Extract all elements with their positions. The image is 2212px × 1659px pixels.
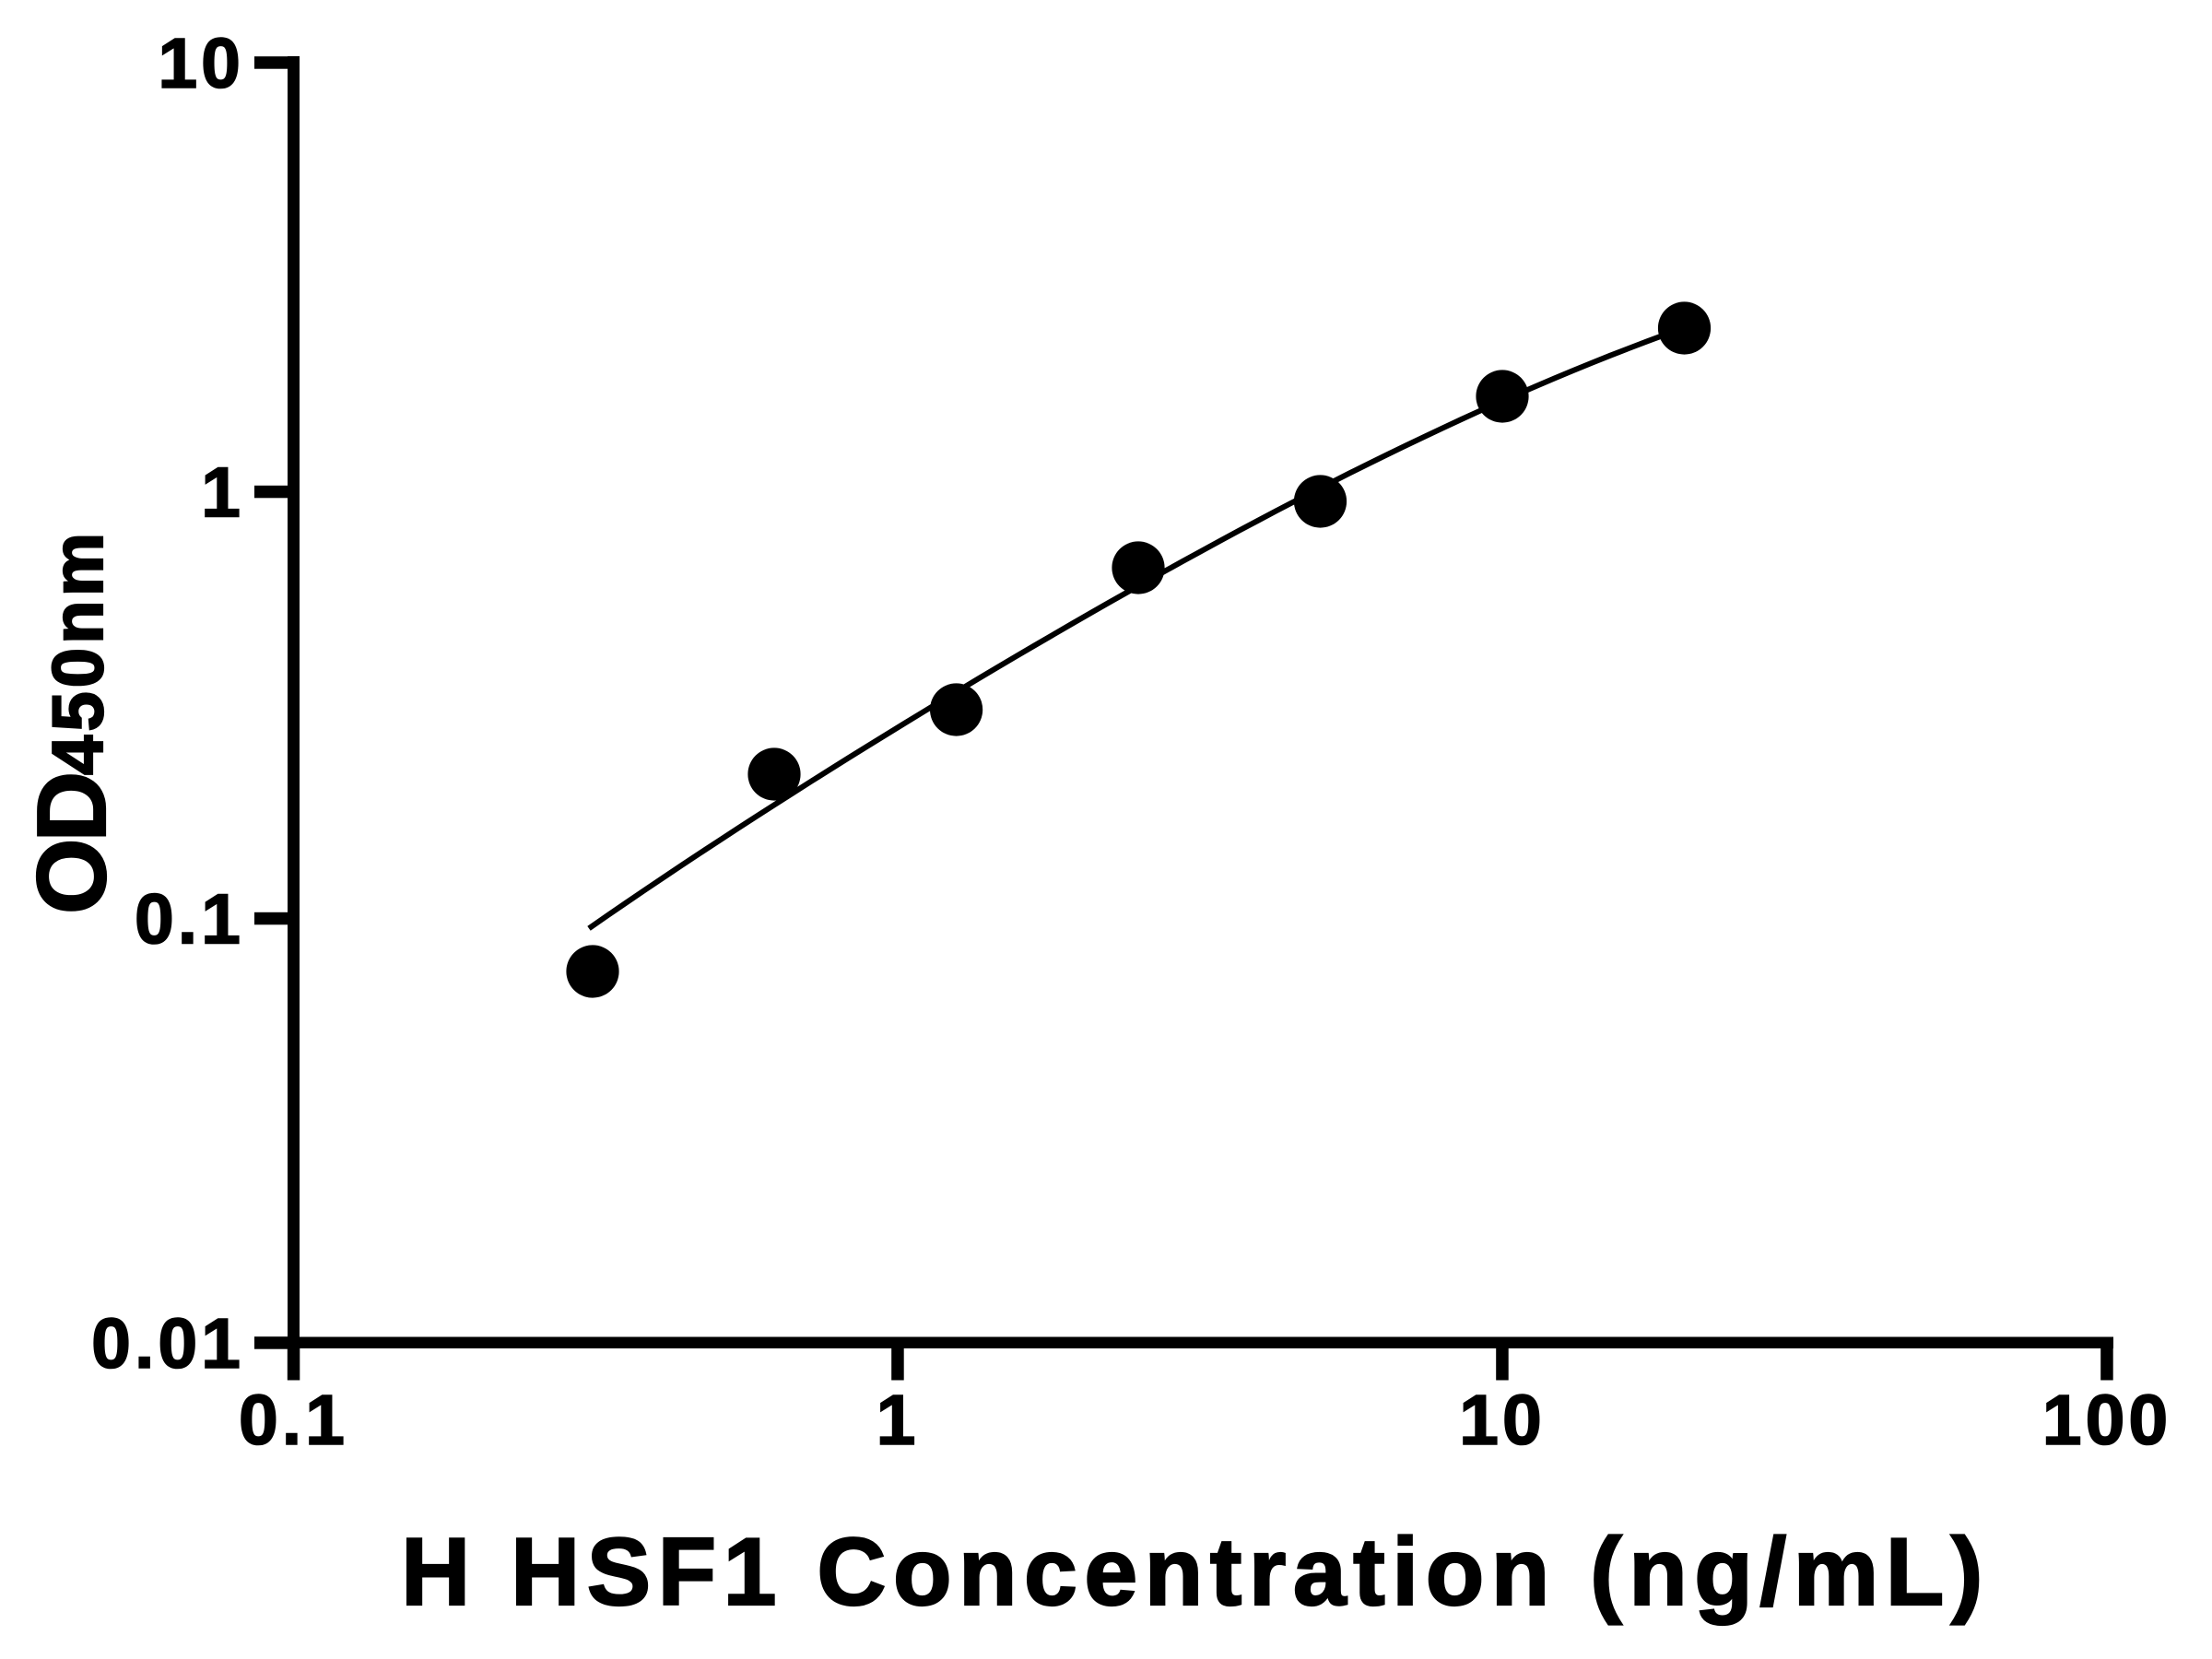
svg-text:H HSF1 Concentration (ng/mL): H HSF1 Concentration (ng/mL) — [401, 1519, 1990, 1626]
svg-text:0.1: 0.1 — [239, 1381, 348, 1460]
svg-text:100: 100 — [2042, 1381, 2171, 1460]
svg-text:10: 10 — [1459, 1381, 1546, 1460]
svg-text:0.1: 0.1 — [135, 880, 244, 959]
svg-text:10: 10 — [158, 24, 244, 103]
svg-text:0.01: 0.01 — [91, 1304, 244, 1383]
svg-text:OD450nm: OD450nm — [18, 529, 126, 914]
svg-text:1: 1 — [877, 1381, 920, 1460]
svg-text:1: 1 — [201, 453, 244, 533]
